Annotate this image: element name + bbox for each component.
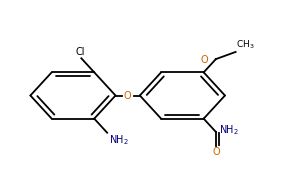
Text: CH$_3$: CH$_3$: [237, 39, 255, 51]
Text: Cl: Cl: [75, 47, 85, 57]
Text: NH$_2$: NH$_2$: [219, 123, 239, 137]
Text: NH$_2$: NH$_2$: [109, 134, 129, 147]
Text: O: O: [212, 147, 220, 157]
Text: O: O: [124, 91, 132, 100]
Text: O: O: [201, 55, 208, 65]
